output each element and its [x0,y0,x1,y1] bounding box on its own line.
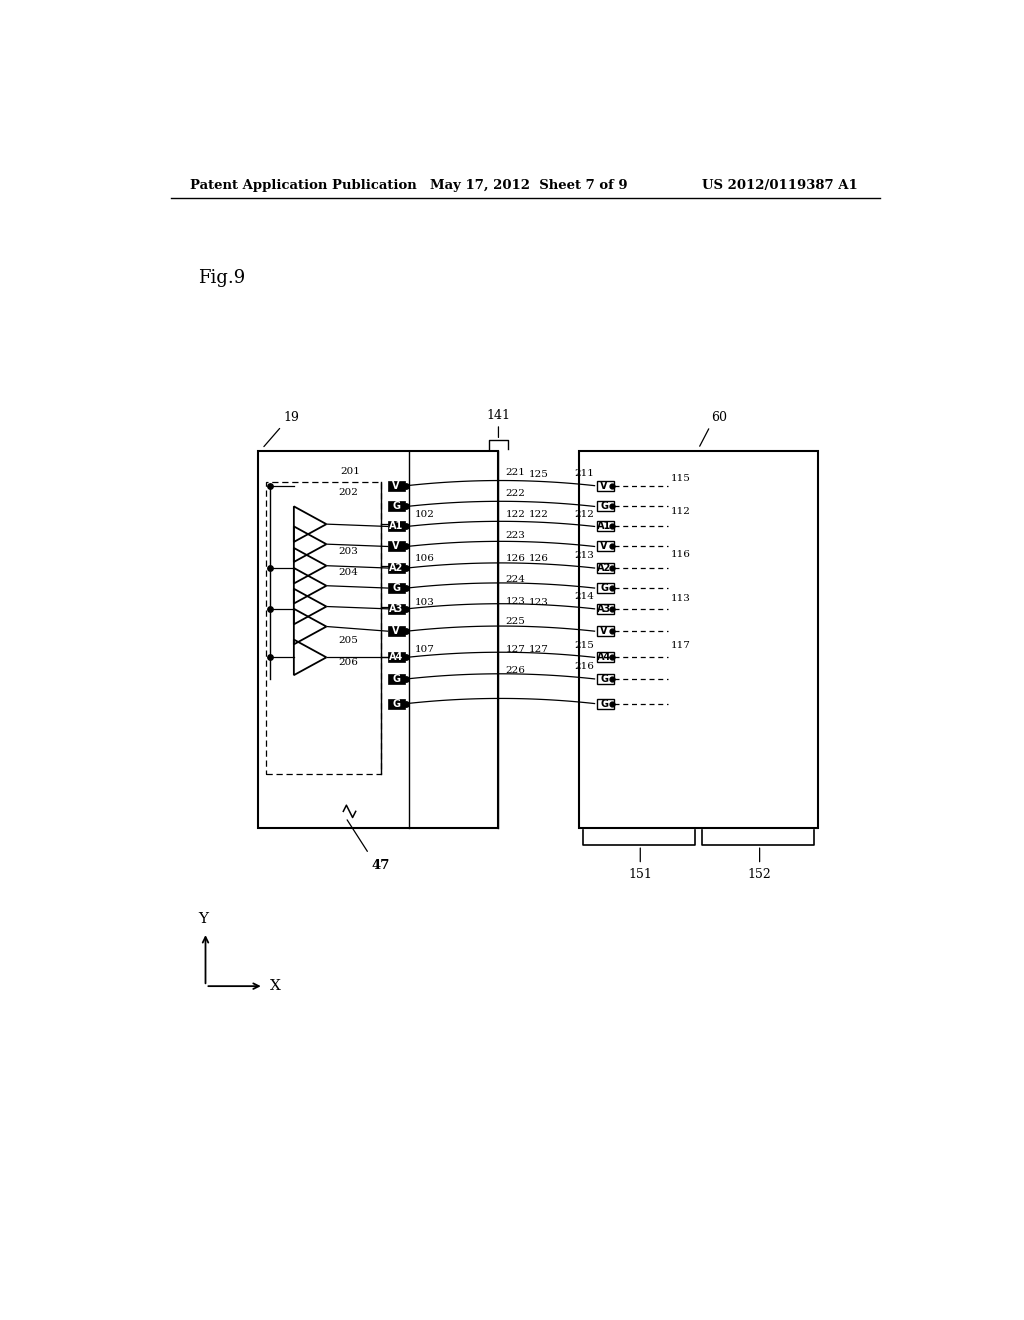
Text: 125: 125 [528,470,549,479]
Text: G: G [600,698,608,709]
Bar [388,698,404,709]
Text: 212: 212 [574,510,595,519]
Bar [597,698,614,709]
Bar [597,480,614,491]
Bar [597,652,614,663]
Text: 226: 226 [506,667,525,675]
Text: A4: A4 [597,652,611,663]
Text: X: X [270,979,281,993]
Bar [579,451,818,829]
Text: May 17, 2012  Sheet 7 of 9: May 17, 2012 Sheet 7 of 9 [430,178,628,191]
Text: 141: 141 [486,409,510,422]
Bar [597,675,614,684]
Text: A1: A1 [597,521,611,532]
Text: 151: 151 [629,869,652,882]
Text: 152: 152 [748,869,771,882]
Text: 221: 221 [506,469,525,477]
Text: 103: 103 [415,598,434,607]
Text: 112: 112 [671,507,690,516]
Text: Y: Y [199,912,208,927]
Text: Patent Application Publication: Patent Application Publication [190,178,417,191]
Bar [388,521,404,532]
Text: 204: 204 [338,568,358,577]
Text: 107: 107 [415,645,434,655]
Text: 122: 122 [506,511,525,519]
Text: G: G [392,583,400,593]
Text: 213: 213 [574,552,595,561]
Bar [597,603,614,614]
Text: 203: 203 [338,548,358,557]
Text: G: G [600,675,608,684]
Text: 224: 224 [506,576,525,583]
Text: G: G [392,698,400,709]
Text: 126: 126 [528,554,549,564]
Text: US 2012/0119387 A1: US 2012/0119387 A1 [701,178,857,191]
Text: 225: 225 [506,618,525,627]
Text: 127: 127 [506,645,525,655]
Text: G: G [600,502,608,511]
Bar [388,480,404,491]
Text: V: V [600,480,608,491]
Bar [388,583,404,593]
Bar [597,502,614,511]
Bar [597,583,614,593]
Bar [388,626,404,636]
Text: 122: 122 [528,511,549,519]
Text: 214: 214 [574,593,595,601]
Text: A4: A4 [389,652,403,663]
Bar [388,652,404,663]
Text: 115: 115 [671,474,690,483]
Bar [388,564,404,573]
Bar [597,626,614,636]
Text: 19: 19 [283,411,299,424]
Text: G: G [600,583,608,593]
Bar [388,675,404,684]
Text: V: V [392,541,400,552]
Text: 216: 216 [574,663,595,671]
Bar [388,541,404,552]
Text: 206: 206 [338,657,358,667]
Text: 201: 201 [341,467,360,477]
Text: 123: 123 [506,597,525,606]
Text: 127: 127 [528,645,549,655]
Text: V: V [392,626,400,636]
Bar [597,521,614,532]
Text: 102: 102 [415,510,434,519]
Bar [388,603,404,614]
Text: V: V [392,480,400,491]
Text: 60: 60 [712,411,728,424]
Text: A3: A3 [389,603,403,614]
Text: 222: 222 [506,488,525,498]
Text: 215: 215 [574,640,595,649]
Text: A2: A2 [597,564,611,573]
Bar [266,482,381,775]
Text: 211: 211 [574,469,595,478]
Text: 205: 205 [338,636,358,645]
Text: 126: 126 [506,554,525,564]
Text: A3: A3 [597,603,611,614]
Text: A2: A2 [389,564,403,573]
Text: 113: 113 [671,594,690,603]
Text: 47: 47 [371,859,389,873]
Text: 202: 202 [338,488,358,498]
Bar [388,502,404,511]
Text: 117: 117 [671,640,690,649]
Bar [597,564,614,573]
Text: V: V [600,626,608,636]
Text: 223: 223 [506,531,525,540]
Bar [258,451,499,829]
Text: G: G [392,502,400,511]
Text: 106: 106 [415,554,434,564]
Text: G: G [392,675,400,684]
Text: A1: A1 [389,521,403,532]
Text: 123: 123 [528,598,549,607]
Text: 116: 116 [671,550,690,558]
Bar [597,541,614,552]
Text: V: V [600,541,608,552]
Text: Fig.9: Fig.9 [198,269,245,286]
